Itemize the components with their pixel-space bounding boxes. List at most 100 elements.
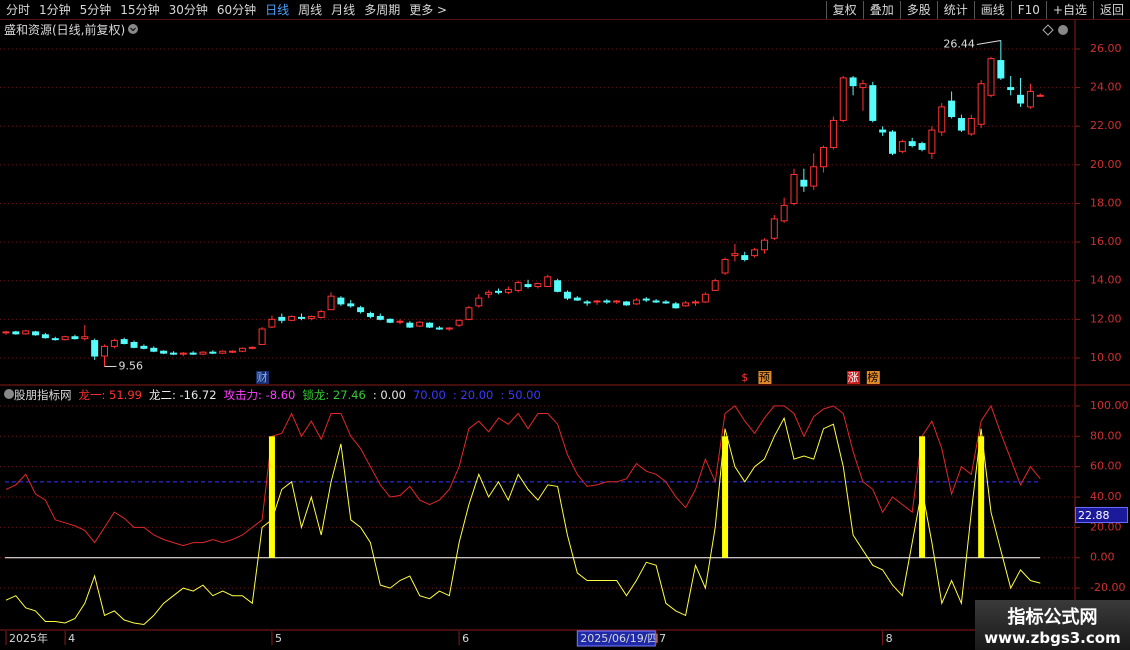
candle-body [327, 295, 335, 311]
signal-bar [978, 436, 985, 558]
x-tick-label: 7 [659, 632, 666, 645]
tool-button[interactable]: +自选 [1045, 0, 1093, 19]
candle-body [957, 117, 965, 131]
candle-body [889, 131, 896, 154]
indicator-menu-icon[interactable] [4, 389, 14, 399]
candle-body [514, 282, 522, 291]
signal-bar [722, 436, 729, 558]
tool-button[interactable]: F10 [1010, 0, 1046, 19]
candle-body [632, 299, 640, 305]
candle-body [41, 334, 49, 339]
candle-body [465, 307, 473, 320]
candle-body [426, 322, 434, 328]
candle-body [820, 146, 828, 168]
event-label: 预 [759, 371, 770, 384]
y-tick-label: 22.00 [1090, 119, 1122, 132]
candle-body [71, 336, 79, 340]
period-tab[interactable]: 15分钟 [120, 3, 160, 17]
indicator-line [5, 404, 1041, 547]
signal-bar [919, 436, 926, 558]
period-tab[interactable]: 更多 > [409, 3, 448, 17]
x-tick-label: 6 [462, 632, 469, 645]
candle-body [120, 339, 128, 344]
candle-body [101, 345, 108, 357]
tool-button[interactable]: 统计 [936, 0, 974, 19]
candle-body [406, 322, 414, 328]
candle-body [918, 143, 926, 150]
legend-entry: : 0.00 [372, 388, 406, 402]
tool-button[interactable]: 复权 [825, 0, 863, 19]
candle-body [386, 318, 394, 323]
title-menu-icon[interactable] [128, 24, 138, 34]
period-tab[interactable]: 分时 [6, 3, 31, 17]
candle-body [455, 319, 463, 326]
candle-body [416, 321, 424, 327]
legend-entry: 70.00 [412, 388, 446, 402]
candle-body [721, 258, 729, 274]
event-badge [758, 371, 772, 384]
candle-body [839, 77, 847, 121]
candle-body [12, 331, 20, 335]
legend-entry: 龙一: 51.99 [78, 388, 142, 402]
candle-body [307, 315, 315, 319]
period-tab[interactable]: 30分钟 [168, 3, 208, 17]
candle-body [859, 83, 867, 89]
candle-body [435, 327, 443, 330]
candle-body [829, 119, 837, 148]
candle-body [554, 280, 562, 292]
candle-body [248, 346, 256, 349]
candle-body [977, 83, 985, 125]
candle-body [199, 351, 207, 355]
candle-body [81, 336, 89, 340]
candle-body [987, 58, 995, 96]
candle-body [258, 328, 266, 345]
y-tick-label: 10.00 [1090, 351, 1122, 364]
candle-body [593, 300, 601, 303]
y-tick-label: 20.00 [1090, 158, 1122, 171]
candle-body [189, 352, 197, 355]
candle-body [948, 100, 956, 118]
period-tab[interactable]: 多周期 [364, 3, 401, 17]
period-tab[interactable]: 1分钟 [39, 3, 71, 17]
x-tick-label: 2025/06/19/四 [580, 632, 658, 645]
period-tab[interactable]: 日线 [265, 3, 290, 17]
annotation-label: 9.56 [119, 359, 144, 372]
candle-body [662, 301, 670, 304]
candle-body [682, 302, 690, 307]
candle-body [701, 293, 709, 303]
indicator-legend: 股朋指标网 龙一: 51.99 龙二: -16.72 攻击力: -8.60 锁龙: 27… [4, 387, 541, 403]
tool-button[interactable]: 画线 [973, 0, 1011, 19]
event-label: $ [741, 371, 748, 384]
candle-body [357, 307, 365, 313]
candle-body [445, 327, 453, 330]
candle-body [110, 340, 118, 347]
period-tab[interactable]: 60分钟 [216, 3, 257, 17]
y-tick-label: 16.00 [1090, 235, 1122, 248]
candle-body [908, 141, 916, 147]
toolbar: 分时 1分钟 5分钟 15分钟 30分钟 60分钟 日线 周线 月线 多周期 更多 > 复权 叠加 多股统… [0, 0, 1130, 20]
diamond-icon[interactable] [1042, 24, 1054, 36]
period-tab[interactable]: 周线 [298, 3, 323, 17]
candle-body [298, 316, 305, 319]
candle-body [652, 300, 660, 303]
candle-body [219, 350, 227, 354]
candle-body [810, 166, 818, 187]
period-tab[interactable]: 5分钟 [79, 3, 112, 17]
tool-button[interactable]: 返回 [1092, 0, 1130, 19]
title-menu-chevron [130, 27, 136, 32]
candle-body [1007, 87, 1015, 91]
candle-body [130, 342, 138, 348]
candle-body [583, 301, 591, 304]
candle-body [623, 301, 631, 306]
panel-menu-icon[interactable] [1058, 25, 1068, 35]
candle-body [741, 255, 749, 260]
tool-button[interactable]: 多股 [899, 0, 937, 19]
candle-body [760, 239, 768, 251]
candle-body [317, 311, 325, 318]
tool-button[interactable]: 叠加 [862, 0, 900, 19]
candle-body [1026, 90, 1034, 108]
candle-body [61, 336, 69, 341]
candle-body [613, 300, 621, 303]
period-tab[interactable]: 月线 [331, 3, 356, 17]
